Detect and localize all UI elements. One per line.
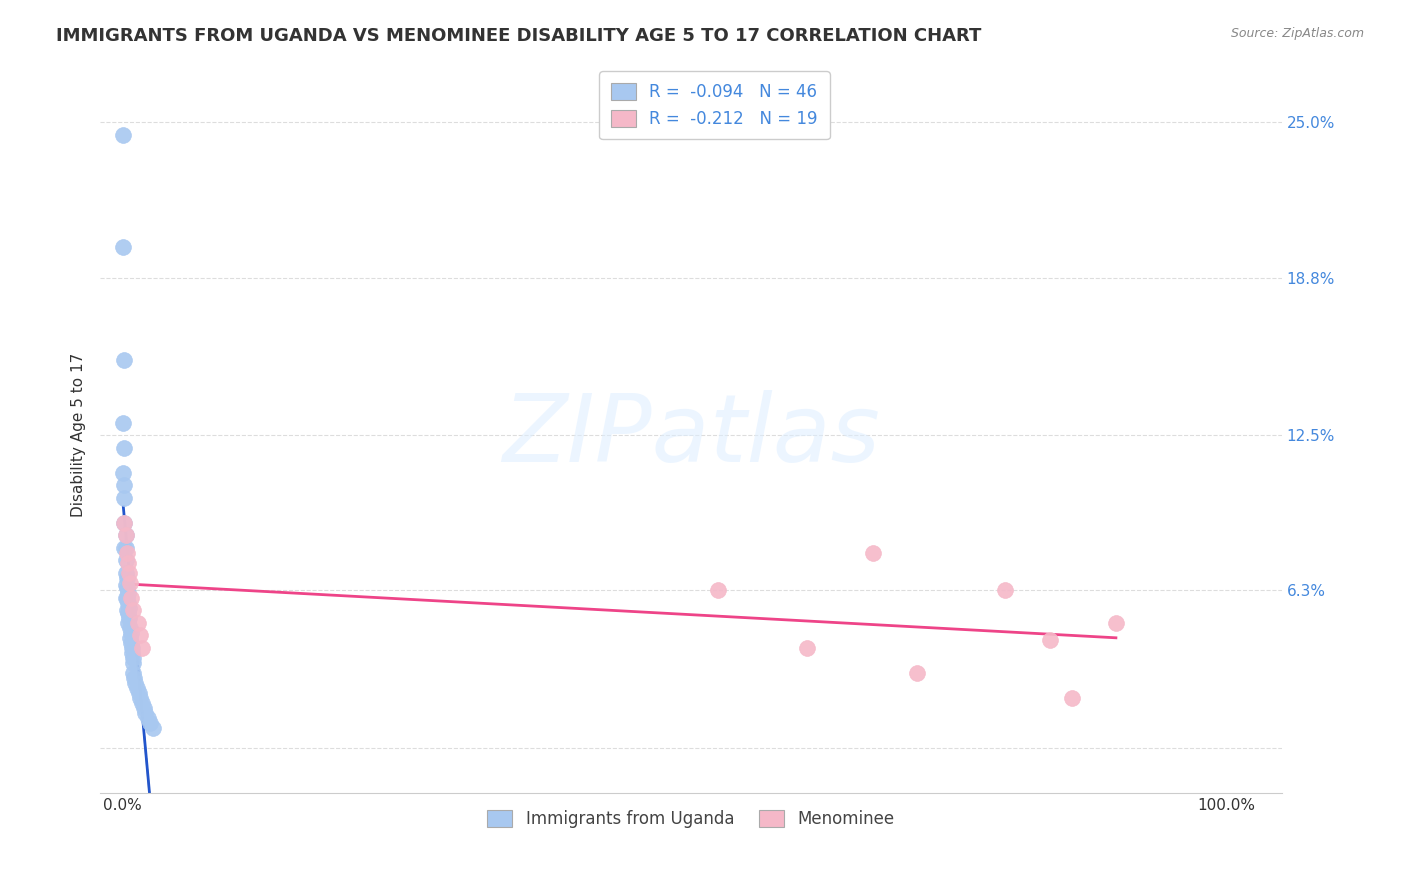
Point (122, 656, 145, 670)
Point (118, 566, 141, 580)
Point (112, 516, 135, 530)
Point (112, 353, 135, 368)
Point (112, 441, 135, 455)
Point (121, 640, 143, 655)
Point (120, 635, 142, 649)
Point (128, 685, 150, 699)
Point (112, 466, 135, 480)
Point (128, 628, 150, 642)
Text: IMMIGRANTS FROM UGANDA VS MENOMINEE DISABILITY AGE 5 TO 17 CORRELATION CHART: IMMIGRANTS FROM UGANDA VS MENOMINEE DISA… (56, 27, 981, 45)
Point (125, 681, 148, 695)
Point (117, 585, 139, 599)
Point (114, 578, 136, 592)
Text: ZIPatlas: ZIPatlas (502, 390, 880, 481)
Point (114, 528, 136, 542)
Point (115, 603, 138, 617)
Point (112, 541, 135, 555)
Point (114, 591, 136, 605)
Point (112, 128, 135, 142)
Point (117, 615, 139, 630)
Point (127, 615, 149, 630)
Point (112, 491, 135, 505)
Point (114, 528, 136, 542)
Point (131, 696, 153, 710)
Text: Source: ZipAtlas.com: Source: ZipAtlas.com (1230, 27, 1364, 40)
Point (136, 711, 159, 725)
Point (112, 516, 135, 530)
Point (124, 671, 146, 685)
Point (112, 478, 135, 492)
Point (121, 646, 143, 660)
Point (1060, 690, 1083, 705)
Point (134, 706, 156, 720)
Point (114, 553, 136, 567)
Point (796, 640, 818, 655)
Point (142, 721, 165, 735)
Point (122, 665, 145, 680)
Point (994, 583, 1017, 598)
Point (115, 571, 138, 585)
Point (112, 416, 135, 430)
Point (122, 650, 145, 665)
Point (1105, 615, 1128, 630)
Point (128, 690, 150, 705)
Point (115, 591, 138, 605)
Point (120, 625, 142, 640)
Point (122, 603, 145, 617)
Point (905, 665, 928, 680)
Point (112, 240, 135, 254)
Point (115, 545, 138, 559)
Point (120, 591, 142, 605)
Point (134, 700, 156, 714)
Legend: Immigrants from Uganda, Menominee: Immigrants from Uganda, Menominee (481, 803, 901, 834)
Y-axis label: Disability Age 5 to 17: Disability Age 5 to 17 (72, 353, 86, 517)
Point (117, 606, 139, 620)
Point (114, 566, 136, 580)
Point (114, 541, 136, 555)
Point (117, 596, 139, 610)
Point (118, 610, 141, 624)
Point (115, 581, 138, 595)
Point (118, 631, 141, 645)
Point (118, 621, 141, 635)
Point (124, 675, 146, 690)
Point (117, 556, 139, 570)
Point (118, 600, 141, 615)
Point (139, 715, 162, 730)
Point (862, 545, 884, 559)
Point (1039, 633, 1062, 648)
Point (707, 583, 730, 598)
Point (118, 575, 141, 590)
Point (131, 640, 153, 655)
